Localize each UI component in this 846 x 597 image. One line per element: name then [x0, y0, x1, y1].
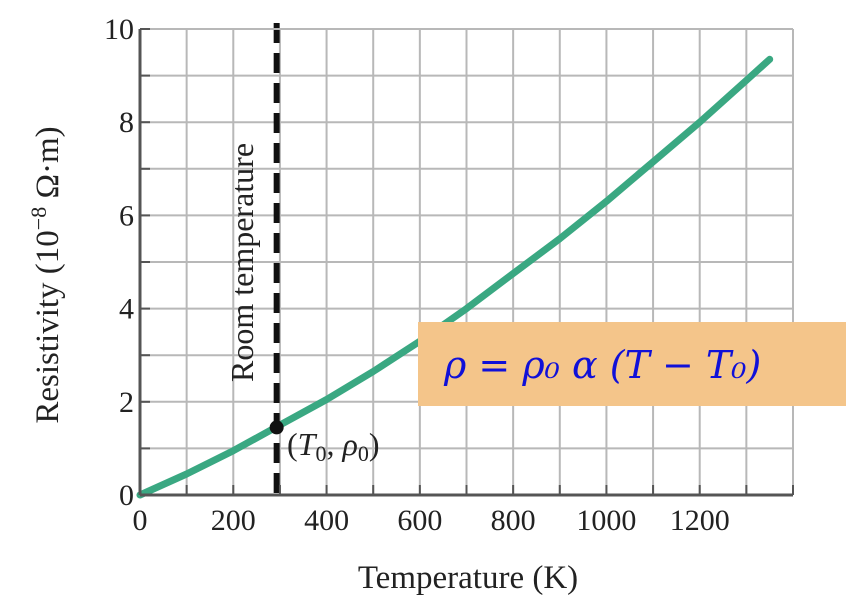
x-tick-label: 0 [133, 504, 148, 537]
equation-text: ρ = ρ₀ α (T − T₀) [443, 343, 761, 387]
resistivity-curve [136, 55, 774, 499]
grid-layer [140, 29, 793, 495]
x-tick-label: 600 [397, 504, 442, 537]
x-tick-label: 800 [491, 504, 536, 537]
axis-layer: 0 200 400 600 800 1000 1200 0 2 4 6 8 10 [104, 13, 794, 537]
equation-box [418, 322, 846, 406]
x-tick-label: 400 [304, 504, 349, 537]
y-tick-label: 4 [119, 293, 134, 326]
x-tick-label: 1000 [576, 504, 636, 537]
y-tick-label: 10 [104, 13, 134, 46]
y-tick-label: 6 [119, 199, 134, 232]
x-tick-label: 200 [211, 504, 256, 537]
label-layer: Resistivity (10−8 Ω·m) Temperature (K) R… [26, 126, 846, 596]
y-tick-label: 2 [119, 386, 134, 419]
series-layer [136, 55, 774, 499]
y-tick-label: 8 [119, 106, 134, 139]
room-temperature-label: Room temperature [224, 143, 260, 382]
x-axis-title: Temperature (K) [358, 560, 578, 596]
point-label: (T0, ρ0) [287, 426, 379, 466]
y-tick-label: 0 [119, 479, 134, 512]
y-axis-title: Resistivity (10−8 Ω·m) [26, 126, 66, 423]
x-tick-label: 1200 [670, 504, 730, 537]
reference-point [269, 420, 284, 435]
